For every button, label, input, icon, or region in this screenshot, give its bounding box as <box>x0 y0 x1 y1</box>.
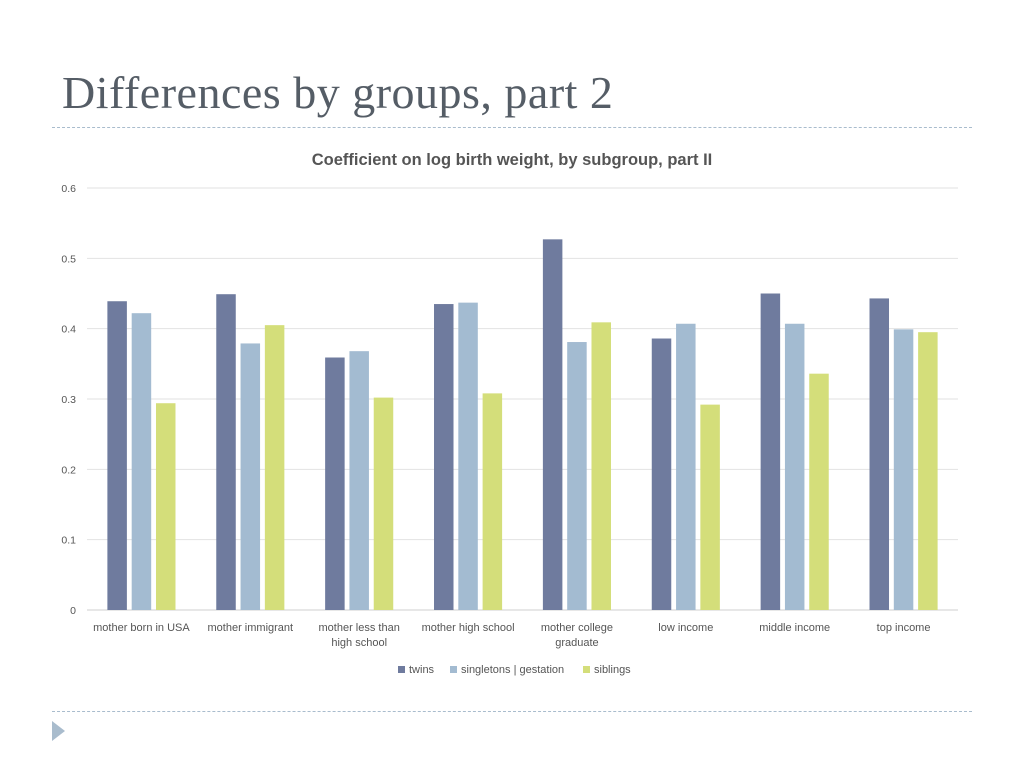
bar-twins <box>434 304 454 610</box>
bars <box>107 239 938 611</box>
bar-siblings <box>809 373 829 610</box>
bar-siblings <box>591 322 611 610</box>
bar-twins <box>325 357 345 610</box>
bottom-divider <box>52 711 972 712</box>
bar-twins <box>651 338 672 610</box>
x-category-label: top income <box>877 622 931 634</box>
bar-twins <box>216 294 236 610</box>
legend-swatch <box>450 666 457 673</box>
top-divider <box>52 127 972 128</box>
legend-label: siblings <box>594 664 631 676</box>
x-category-label: high school <box>331 637 387 649</box>
legend-swatch <box>398 666 405 673</box>
legend-label: singletons | gestation <box>461 664 564 676</box>
bar-singletons <box>458 302 478 610</box>
bar-singletons <box>131 313 152 610</box>
y-tick-label: 0.1 <box>61 535 76 547</box>
y-tick-label: 0.4 <box>61 324 76 336</box>
y-tick-label: 0.6 <box>61 183 76 195</box>
bar-twins <box>542 239 563 611</box>
chart-title: Coefficient on log birth weight, by subg… <box>312 151 713 169</box>
x-category-label: mother less than <box>319 622 400 634</box>
bar-siblings <box>918 332 938 610</box>
bar-singletons <box>567 342 587 610</box>
bar-siblings <box>155 403 176 610</box>
bar-siblings <box>264 325 285 610</box>
bar-twins <box>760 293 781 610</box>
bar-twins <box>107 301 127 610</box>
bar-singletons <box>784 323 805 610</box>
bar-singletons <box>893 329 914 610</box>
legend-label: twins <box>409 664 435 676</box>
x-category-label: mother born in USA <box>93 622 190 634</box>
x-category-label: low income <box>658 622 713 634</box>
y-tick-label: 0.5 <box>61 253 76 265</box>
bar-singletons <box>240 343 261 610</box>
bar-twins <box>869 298 890 610</box>
bar-siblings <box>482 393 503 610</box>
slide-bullet-icon <box>52 721 65 741</box>
x-category-label: middle income <box>759 622 830 634</box>
bar-singletons <box>349 351 369 610</box>
category-labels: mother born in USA mother immigrant mother… <box>93 622 930 649</box>
x-category-label: graduate <box>555 637 598 649</box>
x-category-label: mother immigrant <box>208 622 294 634</box>
bar-singletons <box>676 323 696 610</box>
slide-title: Differences by groups, part 2 <box>62 67 614 118</box>
bar-siblings <box>373 397 394 610</box>
y-tick-label: 0 <box>70 605 76 617</box>
legend-swatch <box>583 666 590 673</box>
x-category-label: mother college <box>541 622 613 634</box>
y-tick-label: 0.2 <box>61 464 76 476</box>
y-tick-label: 0.3 <box>61 394 76 406</box>
legend: twins singletons | gestation siblings <box>398 664 631 676</box>
x-category-label: mother high school <box>422 622 515 634</box>
bar-siblings <box>700 404 720 610</box>
